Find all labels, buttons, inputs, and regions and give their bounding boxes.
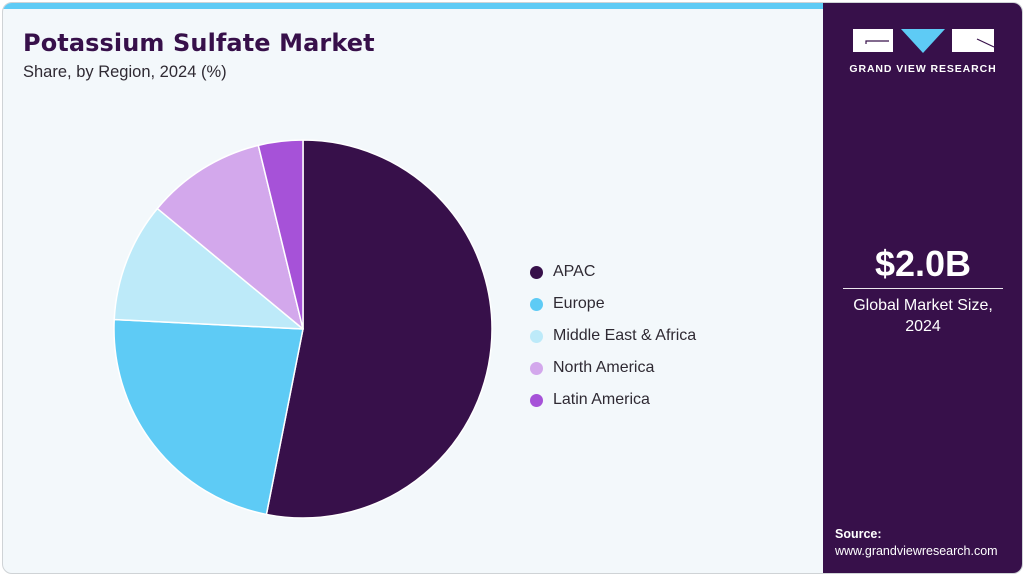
market-size-label-line2: 2024 [905,318,941,335]
divider [843,288,1003,289]
chart-legend: APAC Europe Middle East & Africa North A… [530,256,696,416]
legend-dot-icon [530,265,543,279]
source-link[interactable]: www.grandviewresearch.com [835,544,998,558]
legend-label: APAC [553,263,596,280]
source-title: Source: [835,527,882,541]
legend-item-apac: APAC [530,256,696,288]
legend-item-middle-east-africa: Middle East & Africa [530,320,696,352]
logo-text: GRAND VIEW RESEARCH [849,63,997,75]
legend-label: Middle East & Africa [553,327,697,344]
pie-slice-north-america [156,144,304,330]
side-panel: GRAND VIEW RESEARCH $2.0B Global Market … [823,3,1022,573]
pie-slice-latin-america [257,139,304,330]
legend-dot-icon [530,393,543,407]
legend-dot-icon [530,329,543,343]
chart-subtitle: Share, by Region, 2024 (%) [23,63,227,81]
pie-slice-apac [265,139,493,519]
pie-slice-europe [113,318,304,516]
market-size-label-line1: Global Market Size, [853,297,993,314]
legend-item-europe: Europe [530,288,696,320]
legend-label: North America [553,359,655,376]
legend-label: Europe [553,295,605,312]
legend-dot-icon [530,361,543,375]
chart-title: Potassium Sulfate Market [23,29,375,57]
grand-view-research-logo-icon [853,29,995,53]
legend-item-north-america: North America [530,352,696,384]
pie-slice-middle-east-africa [113,207,304,330]
market-size-value: $2.0B [874,243,972,284]
legend-dot-icon [530,297,543,311]
accent-bar [3,3,823,9]
pie-chart [113,139,493,519]
market-size-label: Global Market Size, 2024 [823,295,1022,337]
legend-label: Latin America [553,391,650,408]
legend-item-latin-america: Latin America [530,384,696,416]
